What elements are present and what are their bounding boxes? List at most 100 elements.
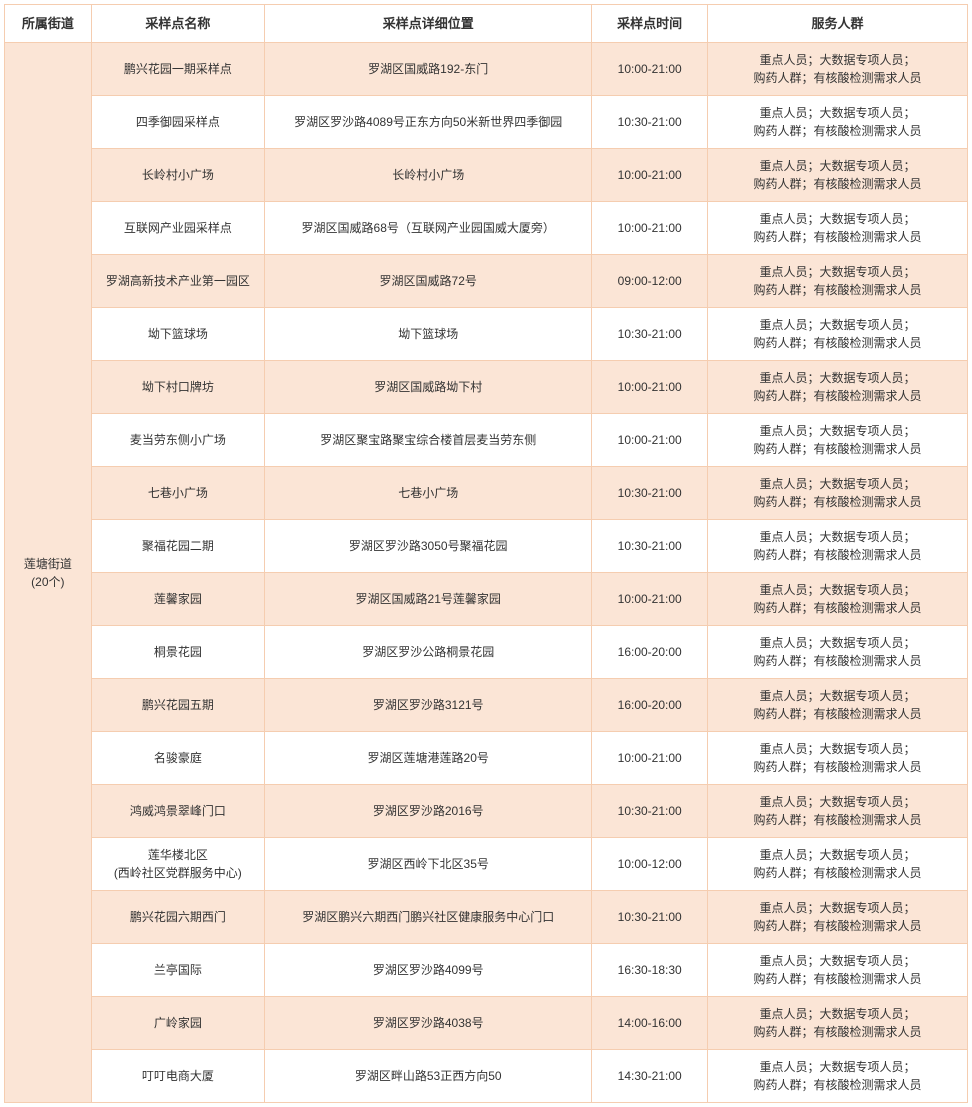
name-cell: 坳下篮球场 (91, 308, 264, 361)
time-cell: 09:00-12:00 (592, 255, 708, 308)
location-cell: 罗湖区畔山路53正西方向50 (264, 1050, 591, 1103)
table-row: 鹏兴花园六期西门罗湖区鹏兴六期西门鹏兴社区健康服务中心门口10:30-21:00… (5, 891, 968, 944)
table-row: 名骏豪庭罗湖区莲塘港莲路20号10:00-21:00重点人员；大数据专项人员； … (5, 732, 968, 785)
header-service: 服务人群 (707, 5, 967, 43)
sampling-points-table: 所属街道 采样点名称 采样点详细位置 采样点时间 服务人群 莲塘街道 (20个)… (4, 4, 968, 1103)
location-cell: 坳下篮球场 (264, 308, 591, 361)
service-cell: 重点人员；大数据专项人员； 购药人群；有核酸检测需求人员 (707, 1050, 967, 1103)
street-cell: 莲塘街道 (20个) (5, 43, 92, 1103)
service-cell: 重点人员；大数据专项人员； 购药人群；有核酸检测需求人员 (707, 838, 967, 891)
table-row: 莲馨家园罗湖区国威路21号莲馨家园10:00-21:00重点人员；大数据专项人员… (5, 573, 968, 626)
time-cell: 10:30-21:00 (592, 785, 708, 838)
time-cell: 10:00-21:00 (592, 732, 708, 785)
table-row: 七巷小广场七巷小广场10:30-21:00重点人员；大数据专项人员； 购药人群；… (5, 467, 968, 520)
location-cell: 罗湖区罗沙路3050号聚福花园 (264, 520, 591, 573)
name-cell: 叮叮电商大厦 (91, 1050, 264, 1103)
name-cell: 鸿威鸿景翠峰门口 (91, 785, 264, 838)
location-cell: 罗湖区国威路72号 (264, 255, 591, 308)
time-cell: 10:30-21:00 (592, 308, 708, 361)
service-cell: 重点人员；大数据专项人员； 购药人群；有核酸检测需求人员 (707, 414, 967, 467)
location-cell: 罗湖区西岭下北区35号 (264, 838, 591, 891)
table-row: 坳下村口牌坊罗湖区国威路坳下村10:00-21:00重点人员；大数据专项人员； … (5, 361, 968, 414)
table-row: 广岭家园罗湖区罗沙路4038号14:00-16:00重点人员；大数据专项人员； … (5, 997, 968, 1050)
header-location: 采样点详细位置 (264, 5, 591, 43)
name-cell: 长岭村小广场 (91, 149, 264, 202)
name-cell: 七巷小广场 (91, 467, 264, 520)
service-cell: 重点人员；大数据专项人员； 购药人群；有核酸检测需求人员 (707, 361, 967, 414)
location-cell: 罗湖区国威路21号莲馨家园 (264, 573, 591, 626)
name-cell: 名骏豪庭 (91, 732, 264, 785)
table-header-row: 所属街道 采样点名称 采样点详细位置 采样点时间 服务人群 (5, 5, 968, 43)
table-row: 长岭村小广场长岭村小广场10:00-21:00重点人员；大数据专项人员； 购药人… (5, 149, 968, 202)
service-cell: 重点人员；大数据专项人员； 购药人群；有核酸检测需求人员 (707, 573, 967, 626)
location-cell: 罗湖区罗沙路4099号 (264, 944, 591, 997)
location-cell: 罗湖区莲塘港莲路20号 (264, 732, 591, 785)
service-cell: 重点人员；大数据专项人员； 购药人群；有核酸检测需求人员 (707, 520, 967, 573)
time-cell: 10:00-21:00 (592, 149, 708, 202)
table-row: 鹏兴花园五期罗湖区罗沙路3121号16:00-20:00重点人员；大数据专项人员… (5, 679, 968, 732)
service-cell: 重点人员；大数据专项人员； 购药人群；有核酸检测需求人员 (707, 732, 967, 785)
name-cell: 莲华楼北区 (西岭社区党群服务中心) (91, 838, 264, 891)
name-cell: 互联网产业园采样点 (91, 202, 264, 255)
location-cell: 罗湖区罗沙路4089号正东方向50米新世界四季御园 (264, 96, 591, 149)
service-cell: 重点人员；大数据专项人员； 购药人群；有核酸检测需求人员 (707, 626, 967, 679)
name-cell: 麦当劳东侧小广场 (91, 414, 264, 467)
service-cell: 重点人员；大数据专项人员； 购药人群；有核酸检测需求人员 (707, 944, 967, 997)
service-cell: 重点人员；大数据专项人员； 购药人群；有核酸检测需求人员 (707, 308, 967, 361)
name-cell: 鹏兴花园一期采样点 (91, 43, 264, 96)
service-cell: 重点人员；大数据专项人员； 购药人群；有核酸检测需求人员 (707, 255, 967, 308)
service-cell: 重点人员；大数据专项人员； 购药人群；有核酸检测需求人员 (707, 149, 967, 202)
location-cell: 七巷小广场 (264, 467, 591, 520)
table-row: 互联网产业园采样点罗湖区国威路68号（互联网产业园国威大厦旁）10:00-21:… (5, 202, 968, 255)
time-cell: 10:00-12:00 (592, 838, 708, 891)
header-time: 采样点时间 (592, 5, 708, 43)
location-cell: 罗湖区聚宝路聚宝综合楼首层麦当劳东侧 (264, 414, 591, 467)
table-row: 罗湖高新技术产业第一园区罗湖区国威路72号09:00-12:00重点人员；大数据… (5, 255, 968, 308)
table-row: 叮叮电商大厦罗湖区畔山路53正西方向5014:30-21:00重点人员；大数据专… (5, 1050, 968, 1103)
name-cell: 坳下村口牌坊 (91, 361, 264, 414)
location-cell: 罗湖区罗沙路2016号 (264, 785, 591, 838)
location-cell: 罗湖区国威路192-东门 (264, 43, 591, 96)
location-cell: 罗湖区国威路坳下村 (264, 361, 591, 414)
table-row: 四季御园采样点罗湖区罗沙路4089号正东方向50米新世界四季御园10:30-21… (5, 96, 968, 149)
time-cell: 10:00-21:00 (592, 361, 708, 414)
name-cell: 聚福花园二期 (91, 520, 264, 573)
time-cell: 10:30-21:00 (592, 96, 708, 149)
service-cell: 重点人员；大数据专项人员； 购药人群；有核酸检测需求人员 (707, 96, 967, 149)
table-row: 鸿威鸿景翠峰门口罗湖区罗沙路2016号10:30-21:00重点人员；大数据专项… (5, 785, 968, 838)
table-row: 聚福花园二期罗湖区罗沙路3050号聚福花园10:30-21:00重点人员；大数据… (5, 520, 968, 573)
table-row: 莲塘街道 (20个)鹏兴花园一期采样点罗湖区国威路192-东门10:00-21:… (5, 43, 968, 96)
time-cell: 10:30-21:00 (592, 467, 708, 520)
time-cell: 10:00-21:00 (592, 414, 708, 467)
name-cell: 兰亭国际 (91, 944, 264, 997)
service-cell: 重点人员；大数据专项人员； 购药人群；有核酸检测需求人员 (707, 997, 967, 1050)
header-street: 所属街道 (5, 5, 92, 43)
table-row: 麦当劳东侧小广场罗湖区聚宝路聚宝综合楼首层麦当劳东侧10:00-21:00重点人… (5, 414, 968, 467)
name-cell: 鹏兴花园六期西门 (91, 891, 264, 944)
header-name: 采样点名称 (91, 5, 264, 43)
location-cell: 长岭村小广场 (264, 149, 591, 202)
name-cell: 罗湖高新技术产业第一园区 (91, 255, 264, 308)
location-cell: 罗湖区鹏兴六期西门鹏兴社区健康服务中心门口 (264, 891, 591, 944)
time-cell: 10:30-21:00 (592, 891, 708, 944)
time-cell: 16:00-20:00 (592, 679, 708, 732)
location-cell: 罗湖区罗沙公路桐景花园 (264, 626, 591, 679)
name-cell: 鹏兴花园五期 (91, 679, 264, 732)
time-cell: 10:00-21:00 (592, 573, 708, 626)
time-cell: 14:00-16:00 (592, 997, 708, 1050)
time-cell: 10:00-21:00 (592, 43, 708, 96)
name-cell: 四季御园采样点 (91, 96, 264, 149)
name-cell: 莲馨家园 (91, 573, 264, 626)
service-cell: 重点人员；大数据专项人员； 购药人群；有核酸检测需求人员 (707, 891, 967, 944)
time-cell: 10:30-21:00 (592, 520, 708, 573)
location-cell: 罗湖区国威路68号（互联网产业园国威大厦旁） (264, 202, 591, 255)
time-cell: 10:00-21:00 (592, 202, 708, 255)
table-row: 兰亭国际罗湖区罗沙路4099号16:30-18:30重点人员；大数据专项人员； … (5, 944, 968, 997)
location-cell: 罗湖区罗沙路4038号 (264, 997, 591, 1050)
service-cell: 重点人员；大数据专项人员； 购药人群；有核酸检测需求人员 (707, 43, 967, 96)
time-cell: 14:30-21:00 (592, 1050, 708, 1103)
service-cell: 重点人员；大数据专项人员； 购药人群；有核酸检测需求人员 (707, 467, 967, 520)
name-cell: 广岭家园 (91, 997, 264, 1050)
location-cell: 罗湖区罗沙路3121号 (264, 679, 591, 732)
table-row: 坳下篮球场坳下篮球场10:30-21:00重点人员；大数据专项人员； 购药人群；… (5, 308, 968, 361)
